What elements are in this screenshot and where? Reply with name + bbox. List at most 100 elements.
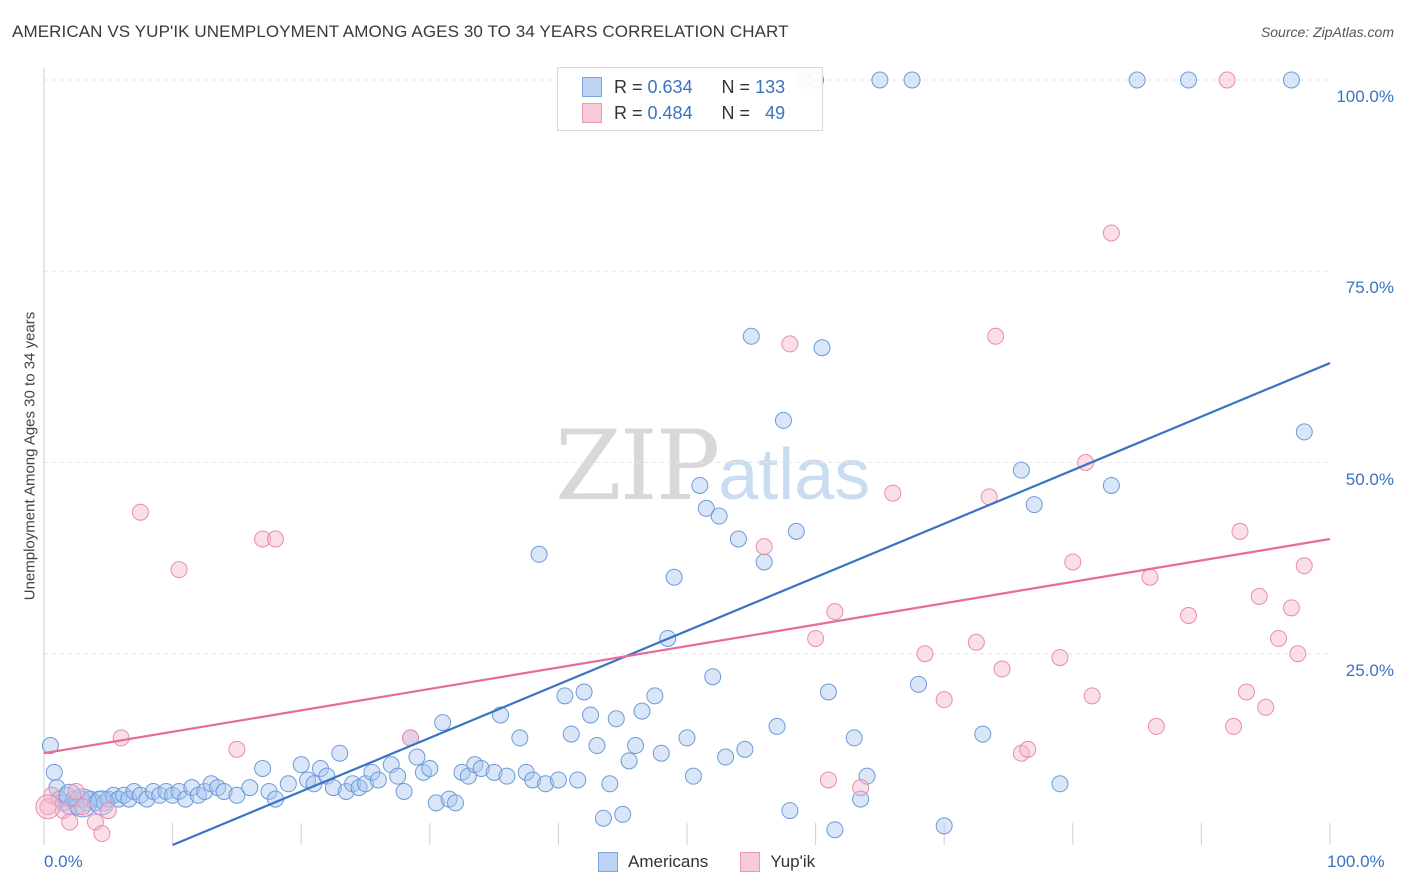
yupik-point <box>67 782 85 800</box>
r-key: R = <box>614 76 643 97</box>
americans-point <box>1128 71 1146 89</box>
americans-point <box>974 725 992 743</box>
legend-label-americans: Americans <box>628 852 709 871</box>
americans-point <box>871 71 889 89</box>
americans-point <box>684 767 702 785</box>
americans-point <box>537 775 555 793</box>
yupik-point <box>112 729 130 747</box>
legend-item-americans[interactable]: Americans <box>598 852 708 872</box>
x-tick-label-min: 0.0% <box>44 852 83 871</box>
yupik-point <box>1147 717 1165 735</box>
yupik-point <box>826 603 844 621</box>
americans-point <box>472 760 490 777</box>
yupik-point <box>61 813 79 831</box>
yupik-point <box>967 633 985 651</box>
americans-point <box>447 794 465 812</box>
legend-item-yupik[interactable]: Yup'ik <box>740 852 815 872</box>
series-legend: Americans Yup'ik <box>598 852 847 872</box>
americans-point <box>279 775 297 793</box>
americans-point <box>614 805 632 823</box>
americans-point <box>1295 423 1313 441</box>
yupik-point <box>819 771 837 789</box>
yupik-point <box>852 779 870 797</box>
americans-point <box>485 763 503 781</box>
americans-point <box>633 702 651 720</box>
americans-point <box>530 545 548 563</box>
yupik-point <box>170 561 188 579</box>
americans-point <box>697 499 715 517</box>
correlation-legend: R = 0.634 N = 133 R = 0.484 N = 49 <box>557 67 823 131</box>
yupik-point <box>1270 629 1288 647</box>
americans-point <box>556 687 574 705</box>
yupik-point <box>1237 683 1255 701</box>
americans-point <box>254 760 272 777</box>
americans-point <box>665 568 683 586</box>
americans-point <box>909 675 927 693</box>
yupik-swatch <box>740 852 761 872</box>
americans-point <box>427 794 445 812</box>
americans-point <box>704 668 722 686</box>
n-value: 49 <box>765 102 786 123</box>
axes <box>43 68 1331 845</box>
yupik-point <box>807 629 825 647</box>
yupik-point <box>254 530 272 548</box>
americans-point <box>421 760 439 777</box>
yupik-point <box>1231 522 1249 540</box>
americans-point <box>45 763 63 781</box>
americans-point <box>369 771 387 789</box>
americans-point <box>549 771 567 789</box>
yupik-point <box>916 645 934 663</box>
americans-point <box>601 775 619 793</box>
yupik-trend-line <box>43 537 1331 755</box>
americans-point <box>241 779 259 797</box>
r-key: R = <box>614 102 643 123</box>
legend-row-americans: R = 0.634 N = 133 <box>582 75 785 99</box>
americans-trend-line <box>172 362 1331 847</box>
yupik-point <box>987 327 1005 345</box>
americans-swatch <box>598 852 618 872</box>
yupik-point <box>1102 224 1120 242</box>
americans-point <box>813 339 831 357</box>
americans-point <box>588 737 606 755</box>
yupik-point <box>935 691 953 709</box>
yupik-point <box>35 794 61 820</box>
americans-point <box>652 744 670 762</box>
americans-point <box>755 553 773 571</box>
yupik-point <box>1083 687 1101 705</box>
americans-point <box>774 411 792 429</box>
americans-point <box>742 327 760 345</box>
n-key: N = <box>721 102 751 123</box>
chart-title: AMERICAN VS YUP'IK UNEMPLOYMENT AMONG AG… <box>12 22 789 41</box>
y-axis-label: Unemployment Among Ages 30 to 34 years <box>21 311 39 601</box>
yupik-point <box>993 660 1011 678</box>
americans-point <box>691 476 709 494</box>
americans-point <box>903 71 921 89</box>
americans-point <box>935 817 953 835</box>
americans-point <box>819 683 837 701</box>
americans-point <box>395 782 413 800</box>
americans-point <box>511 729 529 747</box>
americans-point <box>787 522 805 540</box>
americans-point <box>627 737 645 755</box>
americans-point <box>781 802 799 820</box>
legend-label-yupik: Yup'ik <box>770 852 816 871</box>
yupik-point <box>1141 568 1159 586</box>
yupik-point <box>131 503 149 521</box>
americans-point <box>1282 71 1300 89</box>
y-tick-label: 50.0% <box>1345 469 1394 489</box>
americans-point <box>729 530 747 548</box>
americans-point <box>620 752 638 770</box>
americans-point <box>646 687 664 705</box>
americans-point <box>678 729 696 747</box>
r-value: 0.634 <box>647 76 693 97</box>
legend-row-yupik: R = 0.484 N = 49 <box>582 101 785 125</box>
watermark-atlas: atlas <box>718 435 871 515</box>
americans-point <box>845 729 863 747</box>
americans-point <box>562 725 580 743</box>
yupik-point <box>1218 71 1236 89</box>
yupik-point <box>781 335 799 353</box>
americans-point <box>607 710 625 728</box>
yupik-point <box>74 798 92 816</box>
americans-point <box>324 779 342 797</box>
